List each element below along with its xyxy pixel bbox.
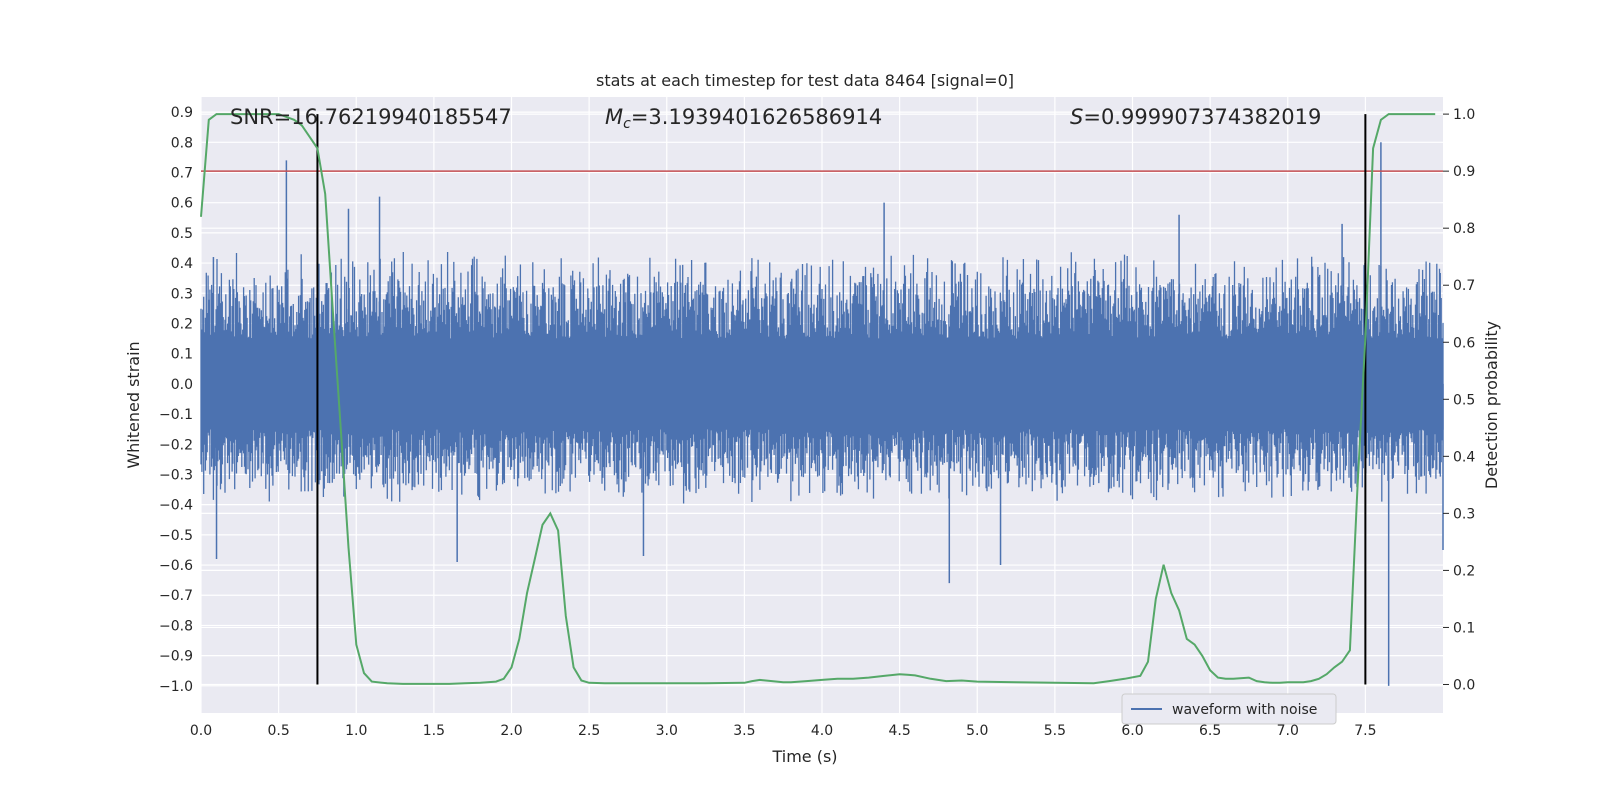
- legend-label: waveform with noise: [1172, 702, 1317, 718]
- s-value: =0.999907374382019: [1083, 105, 1321, 129]
- probability-line: [200, 113, 1436, 685]
- y-left-tick-label: 0.3: [171, 286, 193, 302]
- probability-series: [200, 113, 1436, 685]
- chirp-mass-value: =3.1939401626586914: [631, 105, 882, 129]
- y-left-tick-label: 0.1: [171, 347, 193, 363]
- y-left-tick-label: −0.2: [159, 437, 193, 453]
- y-right-tick-label: 1.0: [1453, 107, 1475, 123]
- y-left-tick-label: −0.5: [159, 528, 193, 544]
- waveform-core: [201, 338, 1443, 430]
- y-left-tick-label: −0.8: [159, 618, 193, 634]
- y-axis-label-left: Whitened strain: [124, 341, 143, 468]
- y-right-tick-label: 0.2: [1453, 563, 1475, 579]
- y-left-tick-label: 0.9: [171, 105, 193, 121]
- x-tick-label: 1.5: [423, 723, 445, 739]
- y-left-tick-label: −0.3: [159, 467, 193, 483]
- x-tick-label: 0.0: [190, 723, 212, 739]
- y-left-tick-label: −0.4: [159, 498, 193, 514]
- y-right-tick-label: 0.3: [1453, 506, 1475, 522]
- legend: waveform with noise: [1121, 693, 1337, 725]
- x-tick-label: 4.0: [811, 723, 833, 739]
- y-right-tick-label: 0.4: [1453, 449, 1475, 465]
- y-left-tick-label: −0.6: [159, 558, 193, 574]
- chart-title: stats at each timestep for test data 846…: [596, 71, 1014, 90]
- y-right-tick-label: 0.6: [1453, 335, 1475, 351]
- x-tick-label: 2.5: [578, 723, 600, 739]
- x-axis-label: Time (s): [771, 747, 837, 766]
- y-axis-label-right: Detection probability: [1482, 321, 1501, 489]
- chirp-mass-annotation: Mc=3.1939401626586914: [605, 105, 882, 132]
- y-left-tick-label: −1.0: [159, 679, 193, 695]
- overlay-lines: [201, 114, 1443, 685]
- legend-box: [1121, 693, 1337, 725]
- y-right-tick-label: 0.1: [1453, 620, 1475, 636]
- x-tick-label: 5.5: [1044, 723, 1066, 739]
- y-left-tick-label: 0.8: [171, 135, 193, 151]
- chirp-mass-symbol: M: [605, 105, 623, 129]
- y-left-tick-label: 0.6: [171, 196, 193, 212]
- y-left-tick-label: 0.5: [171, 226, 193, 242]
- tick-labels: 0.0 0.5 1.0 1.5 2.0 2.5 3.0 3.5 4.0 4.5 5.0 5.5 6.0 6…: [159, 105, 1475, 739]
- x-tick-label: 2.0: [500, 723, 522, 739]
- y-right-tick-label: 0.0: [1453, 677, 1475, 693]
- s-symbol: S: [1070, 105, 1083, 129]
- waveform-series: [200, 142, 1444, 686]
- snr-annotation: SNR=16.76219940185547: [230, 105, 512, 129]
- x-tick-label: 5.0: [966, 723, 988, 739]
- x-tick-label: 3.5: [733, 723, 755, 739]
- x-tick-label: 7.0: [1277, 723, 1299, 739]
- x-tick-label: 0.5: [267, 723, 289, 739]
- y-left-tick-label: 0.7: [171, 165, 193, 181]
- y-left-tick-label: 0.0: [171, 377, 193, 393]
- x-tick-label: 6.0: [1121, 723, 1143, 739]
- y-left-tick-label: 0.4: [171, 256, 193, 272]
- x-tick-label: 7.5: [1354, 723, 1376, 739]
- x-tick-label: 4.5: [888, 723, 910, 739]
- y-left-tick-label: −0.9: [159, 649, 193, 665]
- y-right-tick-label: 0.7: [1453, 278, 1475, 294]
- y-left-tick-label: 0.2: [171, 316, 193, 332]
- x-tick-label: 3.0: [656, 723, 678, 739]
- y-left-tick-label: −0.1: [159, 407, 193, 423]
- x-tick-label: 1.0: [345, 723, 367, 739]
- s-annotation: S=0.999907374382019: [1070, 105, 1321, 129]
- y-right-tick-label: 0.8: [1453, 221, 1475, 237]
- y-right-tick-label: 0.5: [1453, 392, 1475, 408]
- y-left-tick-label: −0.7: [159, 588, 193, 604]
- y-right-tick-label: 0.9: [1453, 164, 1475, 180]
- x-tick-label: 6.5: [1199, 723, 1221, 739]
- chirp-mass-subscript: c: [623, 116, 631, 132]
